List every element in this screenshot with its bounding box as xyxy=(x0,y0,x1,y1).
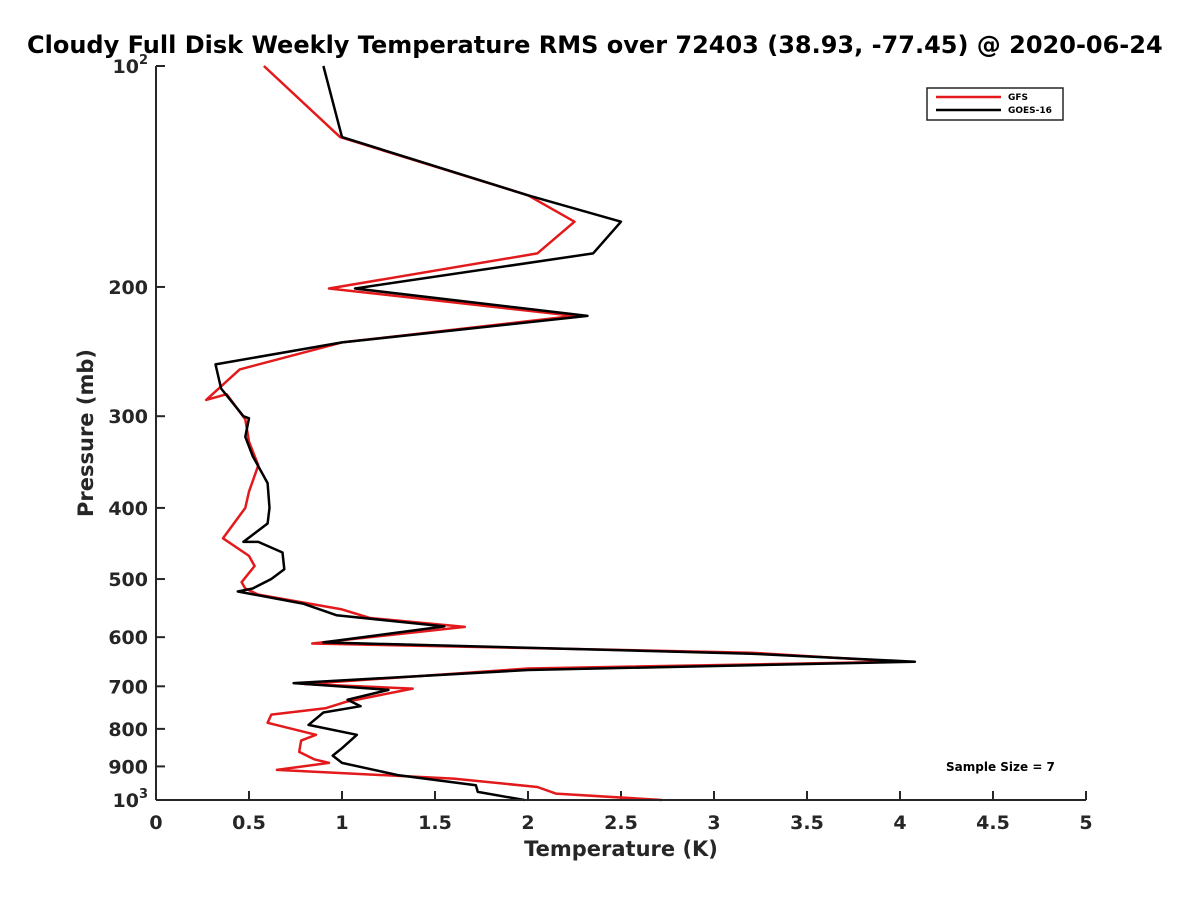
x-axis-label: Temperature (K) xyxy=(524,837,718,861)
legend-label-gfs: GFS xyxy=(1008,93,1028,103)
y-tick-label: 300 xyxy=(108,406,148,428)
y-tick-label: 102 xyxy=(113,53,149,78)
x-tick-label: 4 xyxy=(893,812,906,834)
x-tick-label: 1.5 xyxy=(418,812,452,834)
x-tick-label: 3.5 xyxy=(790,812,824,834)
x-axis-ticks: 0 0.5 1 1.5 2 2.5 3 3.5 4 4.5 5 xyxy=(149,791,1093,834)
sample-size-annotation: Sample Size = 7 xyxy=(946,760,1055,774)
y-tick-label: 900 xyxy=(108,756,148,778)
y-tick-label: 700 xyxy=(108,676,148,698)
y-tick-label: 200 xyxy=(108,277,148,299)
y-tick-label: 103 xyxy=(113,787,149,812)
legend: GFS GOES-16 xyxy=(926,87,1064,121)
x-tick-label: 4.5 xyxy=(976,812,1010,834)
legend-label-goes-16: GOES-16 xyxy=(1008,106,1052,116)
y-tick-label: 400 xyxy=(108,498,148,520)
y-axis-ticks: 102 200 300 400 500 600 700 800 900 103 xyxy=(108,53,165,812)
y-axis-label: Pressure (mb) xyxy=(74,349,98,517)
x-tick-label: 2.5 xyxy=(604,812,638,834)
series-line-goes-16 xyxy=(214,65,917,802)
x-tick-label: 0.5 xyxy=(232,812,266,834)
y-tick-label: 800 xyxy=(108,719,148,741)
x-tick-label: 5 xyxy=(1079,812,1092,834)
x-tick-label: 0 xyxy=(149,812,162,834)
legend-box xyxy=(926,87,1064,121)
chart-title: Cloudy Full Disk Weekly Temperature RMS … xyxy=(27,31,1163,59)
y-tick-label: 500 xyxy=(108,569,148,591)
x-tick-label: 1 xyxy=(335,812,348,834)
x-tick-label: 3 xyxy=(707,812,720,834)
y-tick-label: 600 xyxy=(108,627,148,649)
x-tick-label: 2 xyxy=(521,812,534,834)
series-line-gfs xyxy=(204,65,902,802)
series-lines xyxy=(204,65,917,802)
